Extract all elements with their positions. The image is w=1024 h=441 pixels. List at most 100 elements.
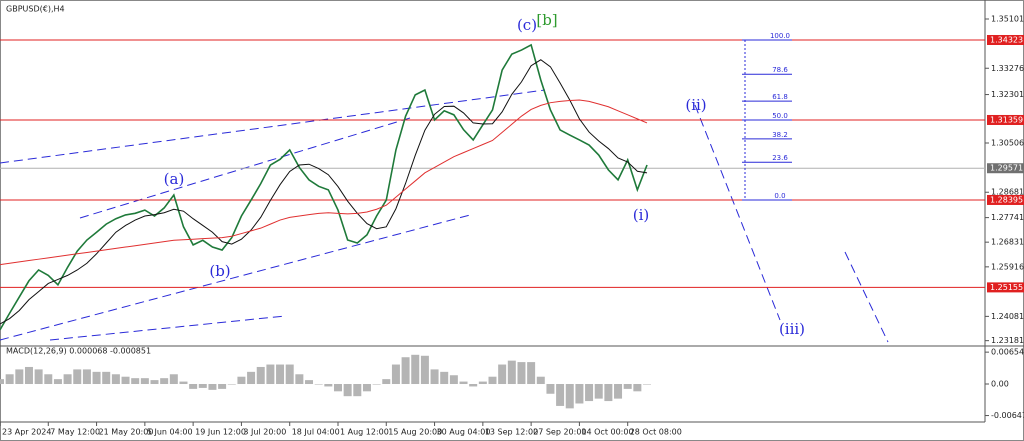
x-tick-label: 13 Sep 12:00 <box>485 428 538 437</box>
macd-bar <box>546 384 555 394</box>
fib-label: 38.2 <box>772 131 788 139</box>
level-label: 1.34323 <box>990 35 1023 44</box>
macd-title: MACD(12,26,9) 0.000068 -0.000851 <box>6 347 151 356</box>
x-tick-label: 15 Aug 20:00 <box>388 428 442 437</box>
macd-bar <box>237 376 246 385</box>
fib-label: 100.0 <box>770 32 790 40</box>
trend-line <box>49 315 286 341</box>
macd-bar <box>594 384 603 399</box>
macd-bar <box>643 384 652 385</box>
macd-bar <box>614 384 623 399</box>
macd-bar <box>343 384 352 397</box>
level-tag <box>987 163 1024 174</box>
wave-label: (ii) <box>685 96 706 114</box>
macd-bar <box>420 355 429 385</box>
macd-bar <box>430 369 439 385</box>
macd-bar <box>63 374 72 385</box>
macd-bar <box>633 384 642 392</box>
macd-bar <box>411 354 420 385</box>
macd-bar <box>575 384 584 404</box>
macd-bar <box>160 378 169 385</box>
series-line <box>0 43 648 331</box>
y-tick-label: 0.006544 <box>991 348 1024 357</box>
x-tick-label: 27 Sep 20:00 <box>533 428 586 437</box>
trend-line <box>694 104 781 321</box>
fib-label: 61.8 <box>772 93 788 101</box>
y-tick-label: 1.23181 <box>991 336 1024 345</box>
macd-bar <box>305 380 314 385</box>
macd-bar <box>169 374 178 385</box>
y-tick-label: 1.26831 <box>991 238 1024 247</box>
macd-bar <box>247 371 256 385</box>
macd-bar <box>391 364 400 385</box>
level-tag <box>987 34 1024 45</box>
macd-bar <box>102 371 111 385</box>
macd-bar <box>295 374 304 385</box>
y-tick-label: 1.33276 <box>991 64 1024 73</box>
fib-label: 0.0 <box>774 192 785 200</box>
x-tick-label: 21 May 20:00 <box>99 428 154 437</box>
level-tag <box>987 194 1024 205</box>
wave-label: (i) <box>633 206 650 224</box>
macd-bar <box>44 374 53 385</box>
macd-bar <box>565 384 574 409</box>
macd-bar <box>131 378 140 385</box>
macd-bar <box>517 362 526 385</box>
macd-bar <box>556 384 565 406</box>
wave-label: (a) <box>164 170 185 188</box>
x-tick-label: 19 Jun 12:00 <box>195 428 246 437</box>
macd-bar <box>401 357 410 385</box>
y-tick-label: 1.25916 <box>991 262 1024 271</box>
trend-line <box>0 214 471 341</box>
x-tick-label: 30 Aug 04:00 <box>437 428 491 437</box>
macd-bar <box>198 384 207 388</box>
wave-label: (c) <box>517 16 537 34</box>
y-tick-label: 1.30506 <box>991 138 1024 147</box>
level-label: 1.31359 <box>990 115 1023 124</box>
macd-bar <box>179 381 188 385</box>
macd-bar <box>140 378 149 385</box>
wave-label: (iii) <box>779 320 805 338</box>
macd-bar <box>15 369 24 385</box>
series-line <box>0 99 648 266</box>
y-tick-label: 1.32301 <box>991 90 1024 99</box>
chart-title: GBPUSD(€),H4 <box>6 5 65 14</box>
macd-bar <box>73 369 82 385</box>
fib-label: 50.0 <box>772 112 788 120</box>
x-tick-label: 1 Aug 12:00 <box>340 428 389 437</box>
macd-bar <box>34 369 43 385</box>
y-tick-label: 1.24081 <box>991 312 1024 321</box>
y-tick-label: -0.006477 <box>991 411 1024 420</box>
macd-bar <box>82 369 91 385</box>
macd-bar <box>372 384 381 385</box>
macd-bar <box>24 366 33 385</box>
macd-bar <box>5 374 14 385</box>
macd-bar <box>333 384 342 392</box>
y-tick-label: 1.35101 <box>991 15 1024 24</box>
macd-bar <box>449 375 458 385</box>
wave-label: (b) <box>209 262 230 280</box>
trend-line <box>844 251 889 343</box>
macd-bar <box>623 384 632 389</box>
macd-bar <box>488 376 497 385</box>
macd-bar <box>507 360 516 385</box>
fib-label: 78.6 <box>772 66 788 74</box>
macd-bar <box>208 384 217 390</box>
x-tick-label: 3 Jul 20:00 <box>243 428 286 437</box>
macd-bar <box>440 371 449 385</box>
macd-bar <box>266 364 275 385</box>
macd-bar <box>189 384 198 389</box>
macd-bar <box>382 379 391 385</box>
fib-label: 23.6 <box>772 154 788 162</box>
macd-bar <box>92 371 101 385</box>
macd-bar <box>218 384 227 389</box>
macd-bar <box>150 380 159 385</box>
macd-bar <box>121 376 130 385</box>
macd-bar <box>53 379 62 385</box>
level-tag <box>987 282 1024 293</box>
macd-bar <box>527 362 536 385</box>
level-label: 1.28395 <box>990 195 1023 204</box>
macd-bar <box>459 381 468 385</box>
macd-bar <box>536 376 545 385</box>
